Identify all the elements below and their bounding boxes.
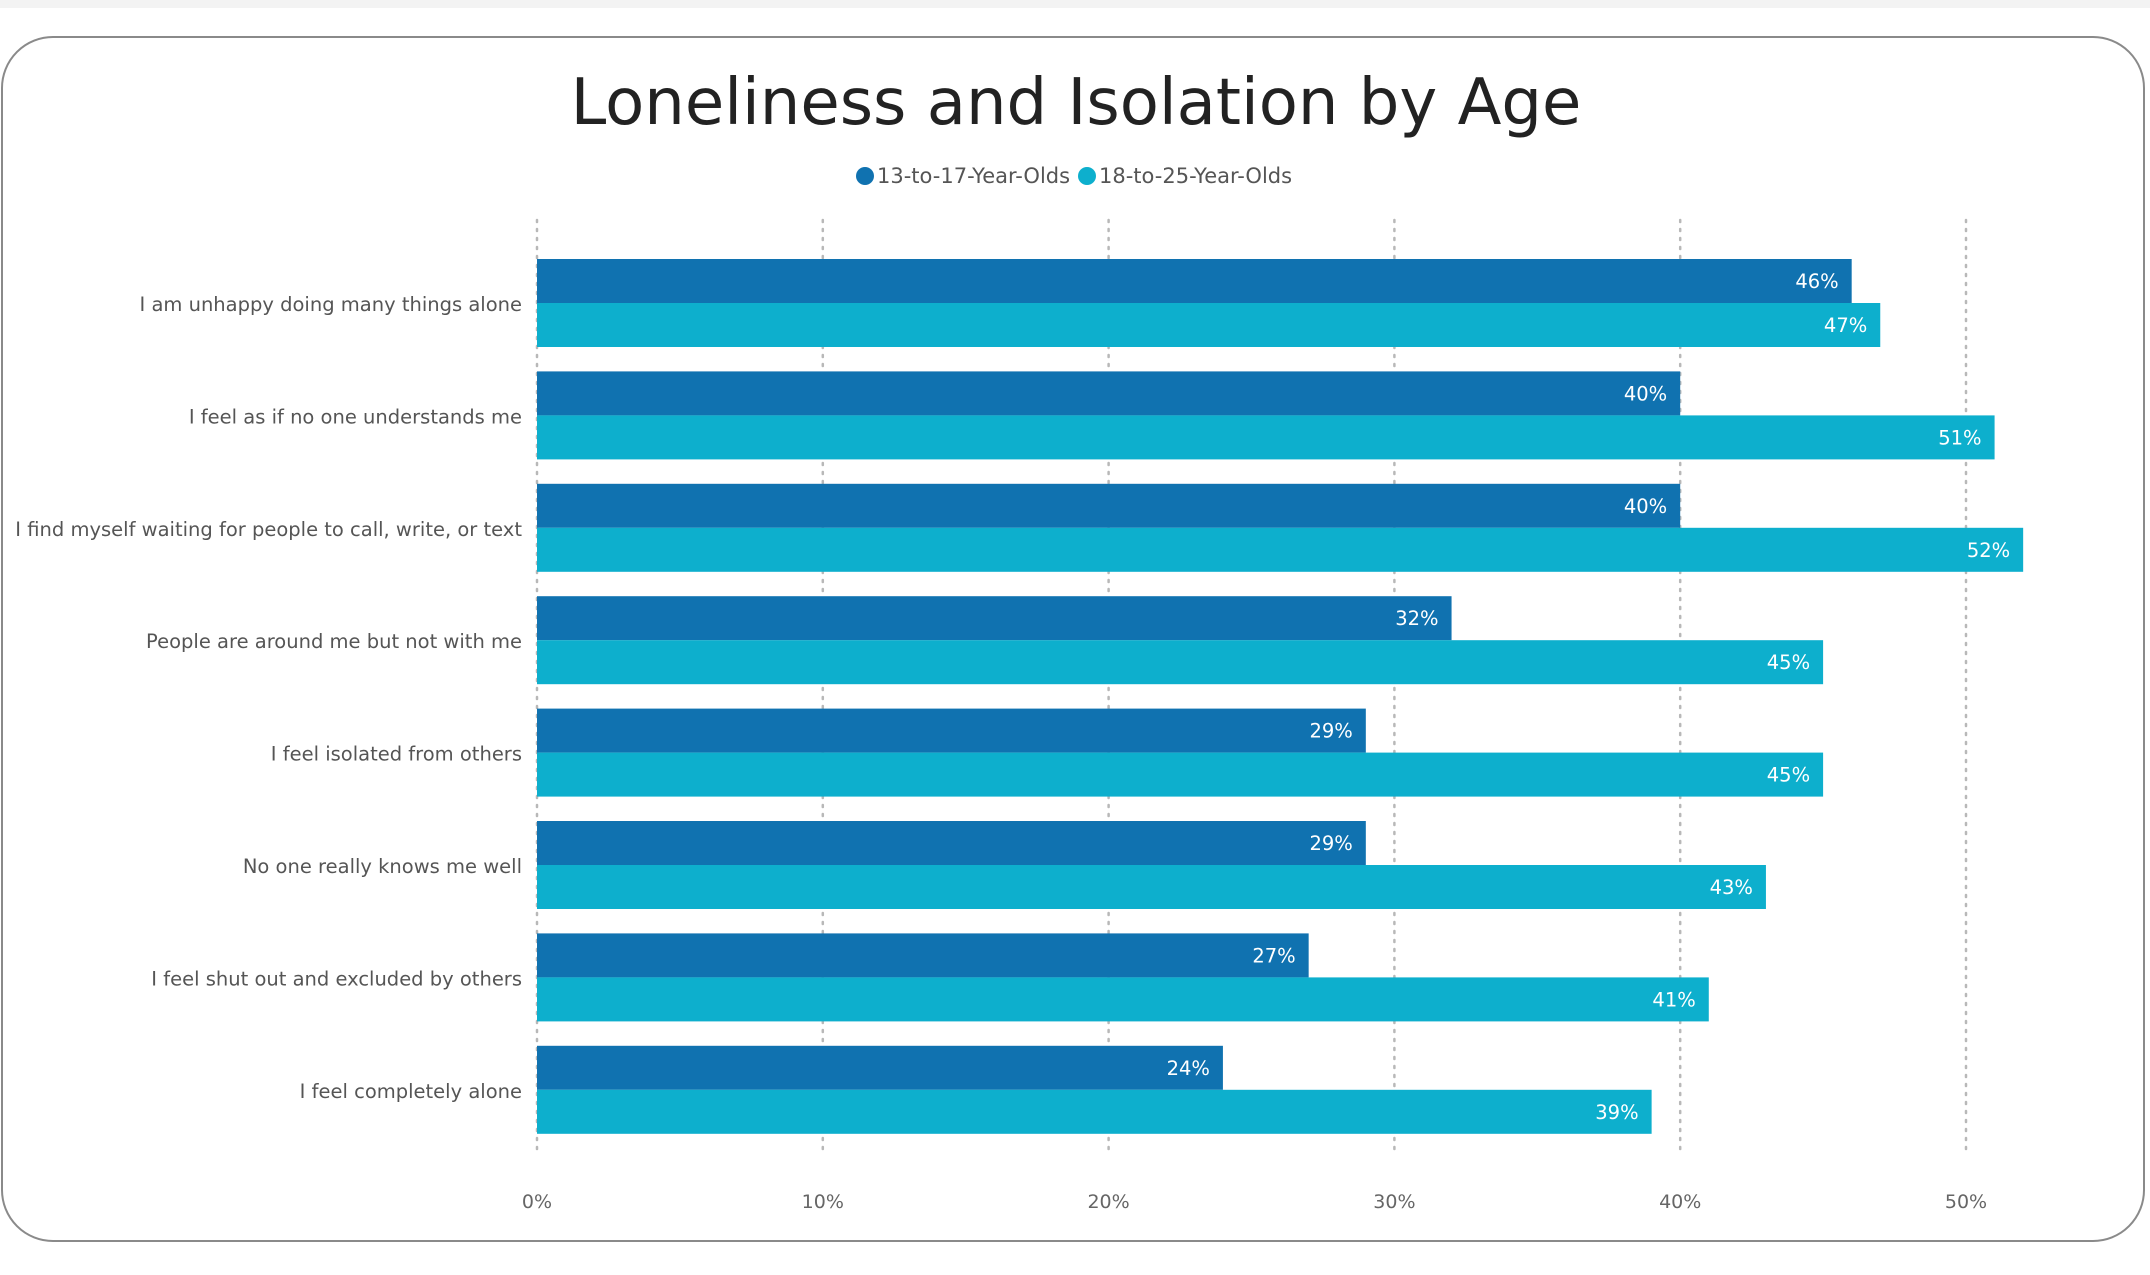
data-label: 29% — [1309, 720, 1352, 743]
bar-18-25 — [537, 640, 1824, 685]
x-tick-label-50: 50% — [1945, 1191, 1987, 1213]
x-tick-label-30: 30% — [1373, 1191, 1415, 1213]
category-label: I feel as if no one understands me — [189, 405, 522, 428]
category-label: I feel shut out and excluded by others — [151, 967, 522, 990]
bar-18-25 — [537, 1089, 1652, 1134]
data-label: 40% — [1624, 495, 1667, 518]
x-tick-label-0: 0% — [522, 1191, 552, 1213]
x-axis-ticks: 0% 10% 20% 30% 40% 50% — [522, 1191, 1987, 1213]
category-label: I am unhappy doing many things alone — [140, 293, 523, 316]
category-label: People are around me but not with me — [146, 630, 522, 653]
data-label: 32% — [1395, 607, 1438, 630]
bar-18-25 — [537, 415, 1995, 460]
data-label: 45% — [1767, 764, 1810, 787]
data-label: 47% — [1824, 314, 1867, 337]
bar-13-17 — [537, 596, 1452, 641]
data-label: 51% — [1938, 426, 1981, 449]
data-label: 43% — [1710, 876, 1753, 899]
category-label: I feel isolated from others — [271, 743, 522, 766]
bars: 46% 47% 40% 51% 40% 52% 32% 45% 29% 45% 29% 43% 27% 4… — [537, 259, 2024, 1134]
data-label: 24% — [1167, 1057, 1210, 1080]
legend-marker-13-17 — [856, 167, 874, 185]
bar-13-17 — [537, 259, 1852, 303]
category-labels: I am unhappy doing many things alone I fe… — [15, 293, 522, 1103]
bar-18-25 — [537, 303, 1881, 347]
x-tick-label-10: 10% — [802, 1191, 844, 1213]
data-label: 46% — [1795, 270, 1838, 293]
data-label: 29% — [1309, 832, 1352, 855]
data-label: 45% — [1767, 651, 1810, 674]
bar-13-17 — [537, 371, 1681, 416]
legend-label-13-17: 13-to-17-Year-Olds — [877, 164, 1070, 188]
data-label: 41% — [1652, 988, 1695, 1011]
bar-18-25 — [537, 752, 1824, 797]
data-label: 52% — [1967, 539, 2010, 562]
bar-13-17 — [537, 821, 1366, 865]
data-label: 27% — [1252, 944, 1295, 967]
data-label: 40% — [1624, 382, 1667, 405]
bar-13-17 — [537, 933, 1309, 978]
category-label: I feel completely alone — [300, 1080, 522, 1103]
bar-18-25 — [537, 527, 2024, 572]
bar-18-25 — [537, 865, 1766, 909]
category-label: I find myself waiting for people to call… — [15, 518, 522, 541]
x-tick-label-40: 40% — [1659, 1191, 1701, 1213]
legend-label-18-25: 18-to-25-Year-Olds — [1099, 164, 1292, 188]
chart-title: Loneliness and Isolation by Age — [571, 66, 1582, 140]
legend-marker-18-25 — [1078, 167, 1096, 185]
legend: 13-to-17-Year-Olds 18-to-25-Year-Olds — [856, 164, 1292, 188]
x-tick-label-20: 20% — [1087, 1191, 1129, 1213]
category-label: No one really knows me well — [243, 855, 522, 878]
bar-13-17 — [537, 483, 1681, 528]
bar-13-17 — [537, 708, 1366, 753]
data-label: 39% — [1595, 1101, 1638, 1124]
top-rule — [0, 0, 2150, 8]
bar-13-17 — [537, 1045, 1223, 1090]
bar-18-25 — [537, 977, 1709, 1022]
